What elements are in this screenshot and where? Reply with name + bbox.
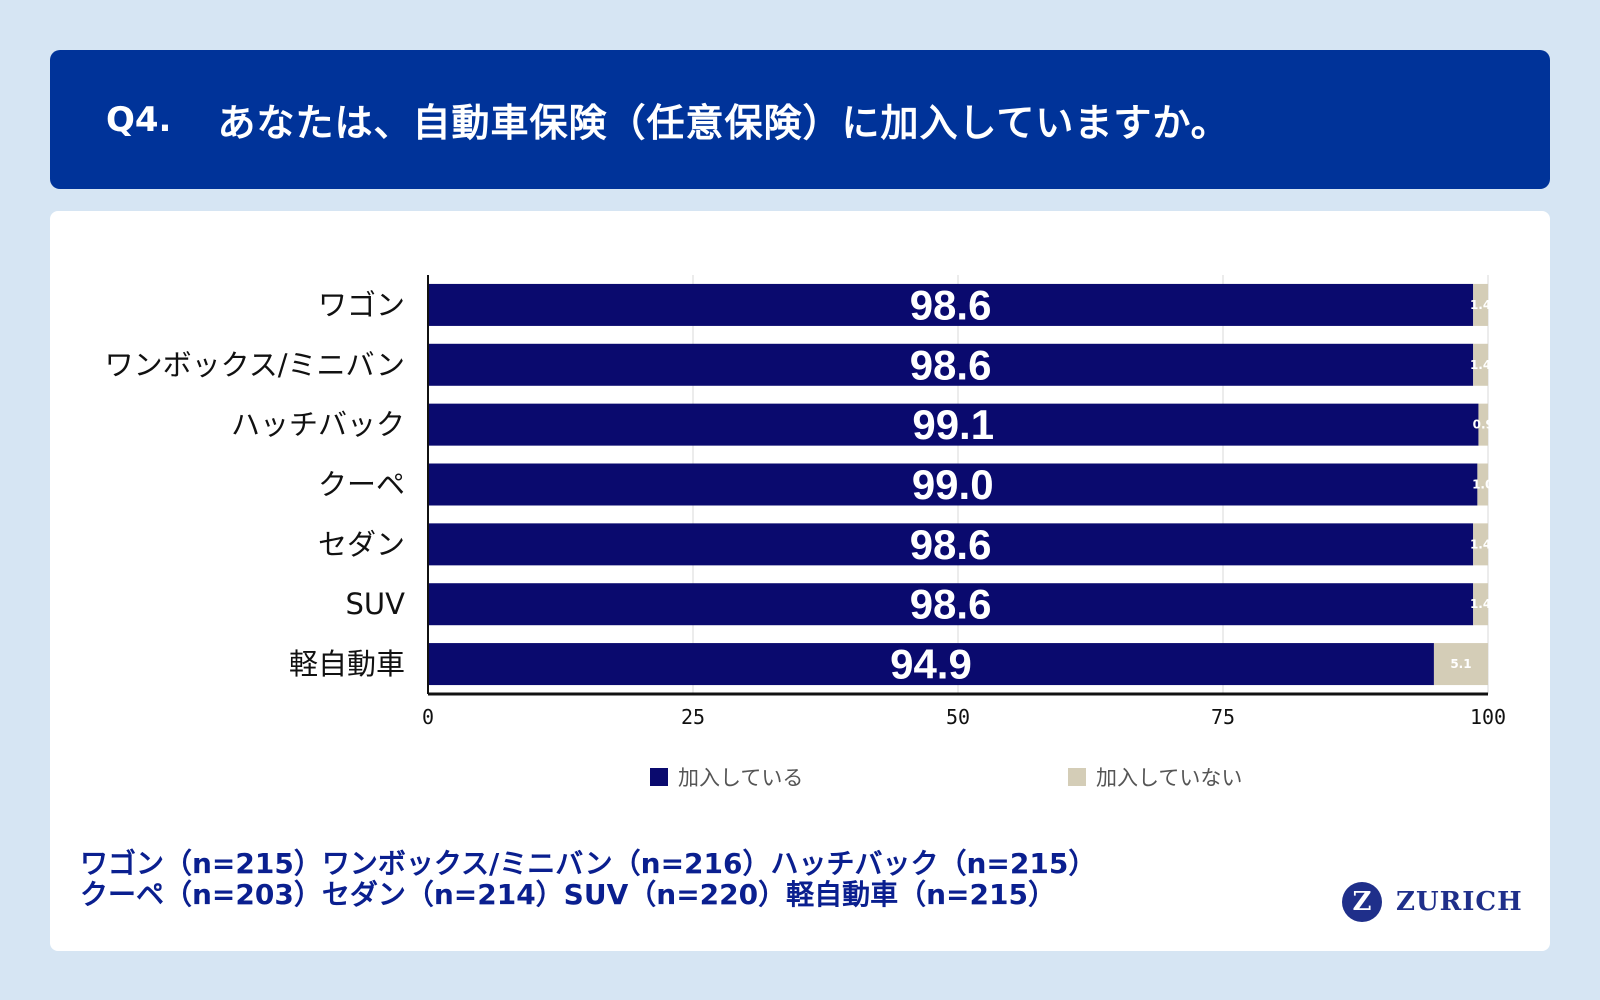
category-label: 軽自動車 xyxy=(289,647,405,681)
bar-insured xyxy=(428,403,1479,446)
bar-not-insured xyxy=(1477,463,1488,506)
legend-swatch-insured xyxy=(650,768,668,786)
x-tick-label: 75 xyxy=(1211,705,1235,729)
data-label-insured: 94.9 xyxy=(890,641,972,688)
bar-insured xyxy=(428,643,1434,686)
question-header: Q4. あなたは、自動車保険（任意保険）に加入していますか。 xyxy=(50,50,1550,189)
category-label: ワゴン xyxy=(318,288,405,322)
bar-insured xyxy=(428,343,1474,386)
legend-label-not-insured: 加入していない xyxy=(1096,766,1243,790)
data-label-not-insured: 1.4 xyxy=(1470,537,1491,551)
data-label-insured: 98.6 xyxy=(910,521,992,568)
x-tick-label: 100 xyxy=(1470,705,1506,729)
legend-swatch-not-insured xyxy=(1068,768,1086,786)
bar-not-insured xyxy=(1473,343,1488,386)
data-label-insured: 98.6 xyxy=(910,341,992,388)
x-tick-label: 50 xyxy=(946,705,970,729)
question-number: Q4. xyxy=(106,99,172,140)
data-label-not-insured: 5.1 xyxy=(1450,657,1471,671)
bar-not-insured xyxy=(1473,583,1488,626)
bar-not-insured xyxy=(1473,283,1488,326)
bar-insured xyxy=(428,523,1474,566)
data-label-insured: 98.6 xyxy=(910,281,992,328)
notes-line-2: クーペ（n=203）セダン（n=214）SUV（n=220）軽自動車（n=215… xyxy=(80,878,1056,911)
chart-card xyxy=(50,211,1550,951)
bar-insured xyxy=(428,583,1474,626)
bar-not-insured xyxy=(1473,523,1488,566)
x-tick-label: 0 xyxy=(422,705,434,729)
notes-line-1: ワゴン（n=215）ワンボックス/ミニバン（n=216）ハッチバック（n=215… xyxy=(80,847,1097,880)
data-label-insured: 98.6 xyxy=(910,581,992,628)
data-label-not-insured: 1.4 xyxy=(1470,298,1491,312)
legend-item-not-insured: 加入していない xyxy=(1068,762,1242,792)
question-title: あなたは、自動車保険（任意保険）に加入していますか。 xyxy=(217,101,1230,145)
data-label-not-insured: 1.4 xyxy=(1470,597,1491,611)
zurich-logo-text: ZURICH xyxy=(1396,887,1523,917)
x-tick-label: 25 xyxy=(681,705,705,729)
bar-not-insured xyxy=(1478,403,1488,446)
category-label: ハッチバック xyxy=(231,408,405,442)
data-label-insured: 99.1 xyxy=(912,401,994,448)
zurich-logo: Z ZURICH xyxy=(1342,882,1523,922)
zurich-logo-icon: Z xyxy=(1342,882,1382,922)
category-label: クーペ xyxy=(318,468,405,502)
bar-insured xyxy=(428,283,1474,326)
category-label: SUV xyxy=(346,587,406,621)
legend-label-insured: 加入している xyxy=(678,766,804,790)
category-label: ワンボックス/ミニバン xyxy=(105,348,405,382)
bar-insured xyxy=(428,463,1478,506)
data-label-not-insured: 0.9 xyxy=(1473,418,1494,432)
data-label-not-insured: 1.0 xyxy=(1472,478,1493,492)
data-label-not-insured: 1.4 xyxy=(1470,358,1491,372)
legend-item-insured: 加入している xyxy=(650,762,803,792)
category-label: セダン xyxy=(318,527,405,561)
sample-size-notes: ワゴン（n=215）ワンボックス/ミニバン（n=216）ハッチバック（n=215… xyxy=(80,848,1096,910)
bar-not-insured xyxy=(1433,643,1488,686)
data-label-insured: 99.0 xyxy=(912,461,994,508)
